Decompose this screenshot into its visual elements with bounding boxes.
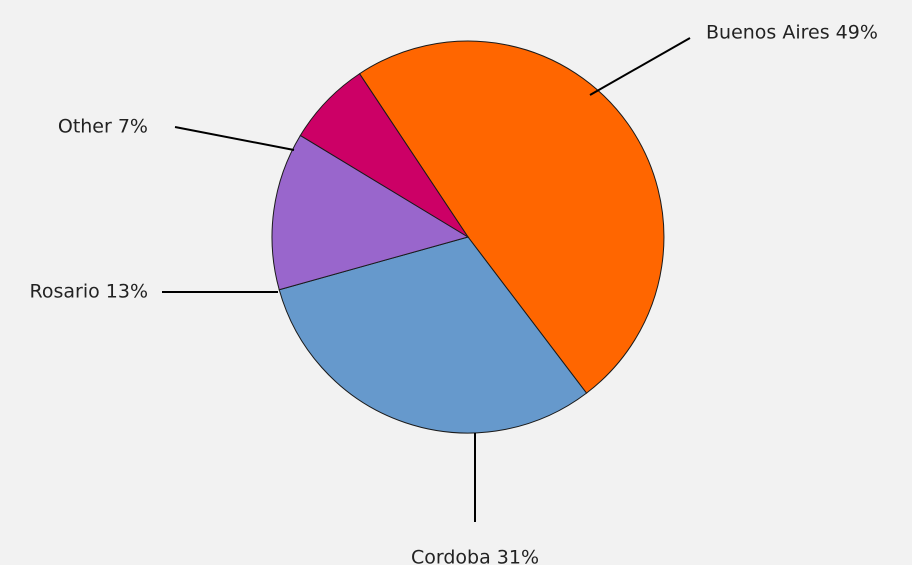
leader-lines bbox=[162, 37, 691, 522]
slice-label-cordoba: Cordoba 31% bbox=[411, 547, 539, 565]
pie-slice-rosario bbox=[271, 134, 470, 291]
pie-slice-cordoba bbox=[278, 236, 588, 434]
pie-slice-buenos-aires bbox=[358, 40, 665, 394]
slice-label-other: Other 7% bbox=[58, 116, 148, 138]
slice-label-buenos-aires: Buenos Aires 49% bbox=[706, 22, 878, 44]
slice-label-rosario: Rosario 13% bbox=[30, 281, 149, 303]
leader-line-buenos-aires bbox=[589, 37, 691, 96]
pie-slice-other bbox=[299, 73, 469, 238]
slice-labels: Buenos Aires 49% Cordoba 31% Rosario 13% Ot… bbox=[30, 22, 878, 565]
pie-slices bbox=[271, 40, 665, 434]
leader-line-other bbox=[174, 126, 295, 151]
